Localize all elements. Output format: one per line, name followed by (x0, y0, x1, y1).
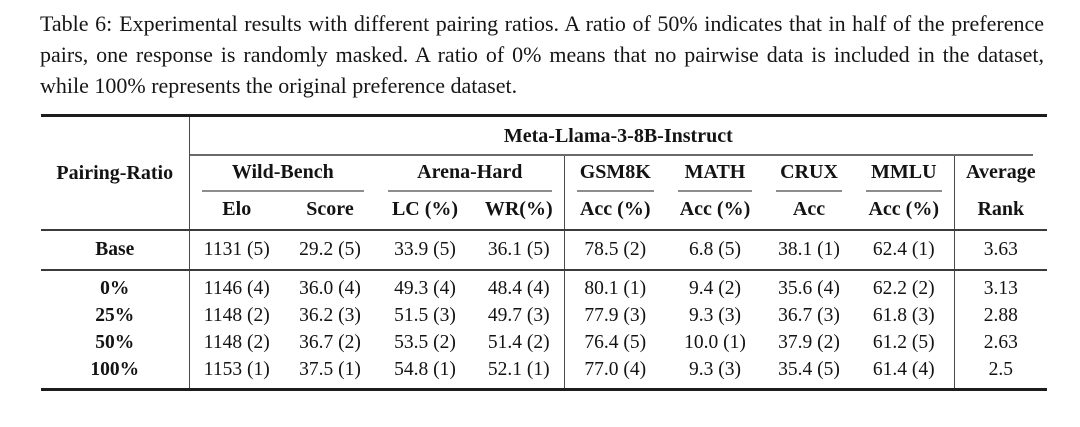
cell-lc: 51.5 (3) (394, 305, 456, 326)
cell-wr: 36.1 (5) (474, 230, 565, 271)
cell-gsm8k: 78.5 (2) (564, 230, 666, 271)
cell-math: 10.0 (1) (684, 332, 746, 353)
cell-wr: 52.1 (1) (474, 356, 565, 390)
header-gsm8k-acc: Acc (%) (564, 192, 666, 231)
cell-mmlu: 61.8 (3) (854, 302, 955, 329)
table-row-100pct: 100% 1153 (1) 37.5 (1) 54.8 (1) 52.1 (1)… (41, 356, 1047, 390)
cell-wr: 48.4 (4) (474, 270, 565, 302)
rule-under-model (189, 154, 1034, 156)
cell-score: 36.7 (2) (299, 332, 361, 353)
row-label: 50% (41, 329, 190, 356)
table-row-25pct: 25% 1148 (2) 36.2 (3) 51.5 (3) 49.7 (3) … (41, 302, 1047, 329)
header-rank: Rank (954, 192, 1048, 231)
cell-score: 36.0 (4) (299, 278, 361, 299)
header-group-gsm8k: GSM8K (564, 156, 666, 192)
header-model-group: Meta-Llama-3-8B-Instruct (189, 116, 1047, 156)
header-pairing-ratio: Pairing-Ratio (41, 115, 190, 231)
cell-rank: 3.13 (983, 278, 1018, 299)
cell-elo: 1153 (1) (203, 359, 270, 380)
cell-score: 37.5 (1) (299, 359, 361, 380)
header-group-arena-hard: Arena-Hard (376, 156, 565, 192)
cell-crux: 37.9 (2) (778, 332, 840, 353)
cell-crux: 35.4 (5) (778, 359, 840, 380)
header-group-mmlu: MMLU (854, 156, 955, 192)
row-label: 100% (41, 356, 190, 390)
table-caption-label: Table 6: (40, 11, 113, 36)
cell-rank: 3.63 (954, 230, 1048, 271)
cell-crux: 36.7 (3) (778, 305, 840, 326)
table-row-0pct: 0% 1146 (4) 36.0 (4) 49.3 (4) 48.4 (4) 8… (41, 270, 1047, 302)
header-model-label: Meta-Llama-3-8B-Instruct (503, 125, 733, 147)
cell-math: 9.3 (3) (689, 305, 741, 326)
cell-mmlu: 62.4 (1) (854, 230, 955, 271)
header-group-math: MATH (666, 156, 764, 192)
header-score: Score (284, 192, 376, 231)
cell-lc: 54.8 (1) (394, 359, 456, 380)
cell-lc: 53.5 (2) (394, 332, 456, 353)
paper-page: Table 6: Experimental results with differ… (0, 8, 1080, 427)
cell-wr: 49.7 (3) (474, 302, 565, 329)
cell-crux: 35.6 (4) (778, 278, 840, 299)
cell-mmlu: 62.2 (2) (854, 270, 955, 302)
header-group-wild-bench: Wild-Bench (189, 156, 376, 192)
header-crux-acc: Acc (764, 192, 854, 231)
table-row-base: Base 1131 (5) 29.2 (5) 33.9 (5) 36.1 (5)… (41, 230, 1048, 271)
header-lc-pct: LC (%) (376, 192, 474, 231)
cell-mmlu: 61.2 (5) (854, 329, 955, 356)
cell-gsm8k: 77.9 (3) (584, 305, 647, 326)
cell-math: 9.4 (2) (689, 278, 741, 299)
cell-rank: 2.88 (983, 305, 1018, 326)
cmidrule-wild-bench (201, 190, 364, 192)
table-caption: Table 6: Experimental results with differ… (40, 8, 1044, 101)
cell-math: 9.3 (3) (689, 359, 741, 380)
header-mmlu-acc: Acc (%) (854, 192, 955, 231)
cmidrule-math (678, 190, 752, 192)
cell-score: 36.2 (3) (299, 305, 361, 326)
header-row-groups: Wild-Bench Arena-Hard GSM8K MATH CRUX (41, 156, 1047, 192)
row-label: 25% (41, 302, 190, 329)
cell-gsm8k: 76.4 (5) (584, 332, 647, 353)
header-elo: Elo (189, 192, 284, 231)
cell-gsm8k: 80.1 (1) (584, 278, 647, 299)
cell-crux: 38.1 (1) (764, 230, 854, 271)
row-label: 0% (41, 270, 190, 302)
cell-wr: 51.4 (2) (474, 329, 565, 356)
row-label: Base (41, 230, 190, 271)
cell-lc: 49.3 (4) (394, 278, 456, 299)
table-caption-body: Experimental results with different pair… (40, 11, 1045, 98)
cell-rank: 2.5 (988, 359, 1013, 380)
cell-rank: 2.63 (983, 332, 1018, 353)
cmidrule-arena-hard (388, 190, 552, 192)
header-group-crux: CRUX (764, 156, 854, 192)
cmidrule-mmlu (866, 190, 942, 192)
cell-elo: 1148 (2) (203, 305, 270, 326)
cmidrule-gsm8k (576, 190, 654, 192)
cmidrule-crux (776, 190, 842, 192)
cell-elo: 1146 (4) (203, 278, 270, 299)
header-math-acc: Acc (%) (666, 192, 764, 231)
header-row-model: Pairing-Ratio Meta-Llama-3-8B-Instruct (41, 115, 1047, 231)
cell-elo: 1131 (5) (189, 230, 284, 271)
results-table: Pairing-Ratio Meta-Llama-3-8B-Instruct W… (41, 114, 1048, 391)
cell-math: 6.8 (5) (666, 230, 764, 271)
header-group-average: Average (966, 161, 1036, 183)
cell-score: 29.2 (5) (284, 230, 376, 271)
cell-elo: 1148 (2) (203, 332, 270, 353)
cell-lc: 33.9 (5) (376, 230, 474, 271)
cell-gsm8k: 77.0 (4) (584, 359, 647, 380)
table-row-50pct: 50% 1148 (2) 36.7 (2) 53.5 (2) 51.4 (2) … (41, 329, 1047, 356)
header-row-metrics: Elo Score LC (%) WR(%) Acc (%) Acc (%) A… (41, 192, 1048, 231)
header-wr-pct: WR(%) (474, 192, 565, 231)
cell-mmlu: 61.4 (4) (854, 356, 955, 390)
